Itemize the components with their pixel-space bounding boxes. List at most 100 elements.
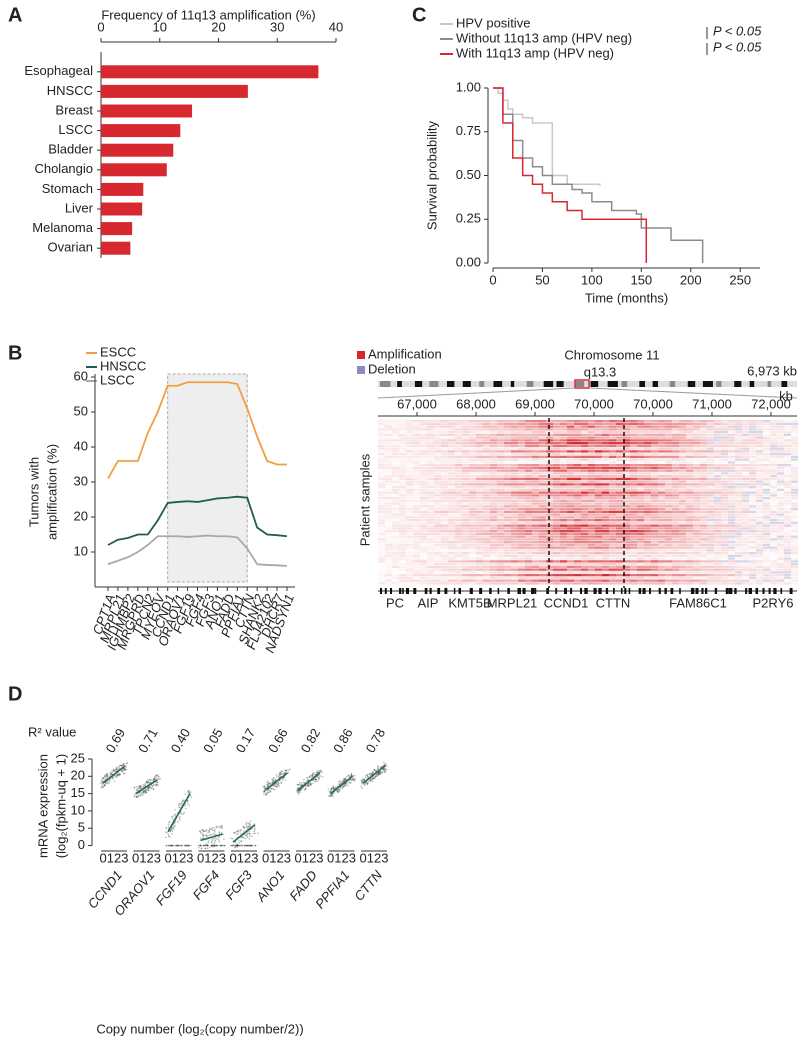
heatmap-cell [644, 466, 651, 470]
sample-point [115, 768, 117, 771]
point-cloud [197, 825, 226, 850]
heatmap-cell [504, 436, 511, 439]
heatmap-cell [602, 505, 609, 508]
heatmap-cell [756, 538, 763, 541]
heatmap-cell [616, 516, 623, 519]
heatmap-cell [721, 425, 728, 428]
sample-point [241, 844, 244, 847]
heatmap-cell [672, 576, 679, 580]
sample-point [315, 771, 318, 774]
heatmap-cell [777, 466, 784, 470]
heatmap-cell [630, 502, 637, 505]
sample-point [100, 781, 102, 784]
heatmap-cell [567, 505, 574, 508]
heatmap-cell [567, 532, 574, 536]
heatmap-cell [749, 508, 756, 511]
sample-point [301, 784, 303, 787]
heatmap-cell [574, 486, 581, 489]
heatmap-cell [665, 477, 672, 481]
heatmap-cell [476, 458, 483, 461]
heatmap-cell [455, 428, 462, 431]
heatmap-cell [728, 546, 735, 549]
heatmap-cell [714, 472, 721, 475]
heatmap-cell [616, 546, 623, 549]
heatmap-cell [392, 508, 399, 511]
sample-point [150, 779, 152, 781]
heatmap-cell [609, 491, 616, 494]
heatmap-cell [651, 472, 658, 475]
heatmap-cell [490, 420, 497, 423]
heatmap-cell [658, 428, 665, 431]
heatmap-cell [399, 541, 406, 544]
heatmap-cell [644, 472, 651, 475]
heatmap-cell [644, 552, 651, 555]
panel-label: D [8, 683, 22, 705]
heatmap-cell [560, 519, 567, 522]
heatmap-cell [672, 444, 679, 448]
heatmap-cell [693, 574, 700, 577]
heatmap-cell [700, 475, 707, 478]
heatmap-cell [434, 532, 441, 536]
heatmap-cell [455, 480, 462, 483]
y-axis-title: amplification (%) [44, 444, 59, 540]
heatmap-cell [721, 535, 728, 538]
heatmap-cell [588, 475, 595, 478]
y-tick-label: 0.00 [456, 254, 481, 269]
heatmap-cell [448, 422, 455, 426]
fit-line [200, 833, 223, 842]
heatmap-cell [728, 480, 735, 483]
heatmap-cell [672, 453, 679, 456]
heatmap-cell [623, 557, 630, 560]
sample-point [180, 813, 183, 816]
heatmap-cell [462, 579, 469, 582]
heatmap-cell [658, 455, 665, 459]
heatmap-cell [469, 555, 476, 557]
heatmap-cell [658, 546, 665, 549]
heatmap-cell [560, 431, 567, 434]
heatmap-cell [581, 582, 588, 585]
heatmap-cell [399, 552, 406, 555]
heatmap-cell [616, 433, 623, 437]
sample-point [254, 832, 256, 835]
sample-point [217, 839, 220, 841]
heatmap-cell [497, 521, 504, 525]
sample-point [168, 821, 170, 824]
heatmap-cell [490, 563, 497, 566]
sample-point [311, 774, 314, 777]
heatmap-cell [406, 486, 413, 489]
heatmap-cell [567, 568, 574, 571]
heatmap-cell [518, 442, 525, 445]
sample-point [145, 781, 148, 784]
heatmap-cell [448, 505, 455, 508]
heatmap-cell [707, 513, 714, 516]
heatmap-cell [406, 571, 413, 574]
heatmap-cell [602, 579, 609, 582]
heatmap-cell [532, 458, 539, 461]
heatmap-cell [609, 436, 616, 439]
heatmap-cell [777, 450, 784, 453]
heatmap-cell [378, 455, 385, 459]
heatmap-cell [532, 502, 539, 505]
heatmap-cell [553, 513, 560, 516]
heatmap-cell [378, 580, 385, 582]
heatmap-cell [532, 428, 539, 431]
heatmap-cell [756, 436, 763, 439]
sample-point [202, 835, 205, 838]
sample-point [188, 791, 191, 794]
heatmap-cell [560, 472, 567, 475]
heatmap-cell [448, 480, 455, 483]
sample-point [113, 769, 115, 772]
heatmap-cell [784, 447, 791, 450]
heatmap-cell [784, 521, 791, 525]
sample-point [174, 814, 176, 817]
heatmap-cell [665, 439, 672, 442]
sample-point [262, 790, 265, 793]
heatmap-cell [532, 535, 539, 538]
heatmap-cell [427, 469, 434, 472]
heatmap-cell [511, 510, 518, 514]
heatmap-cell [581, 483, 588, 486]
heatmap-cell [560, 552, 567, 555]
heatmap-cell [581, 505, 588, 508]
heatmap-cell [560, 447, 567, 450]
heatmap-cell [441, 530, 448, 533]
